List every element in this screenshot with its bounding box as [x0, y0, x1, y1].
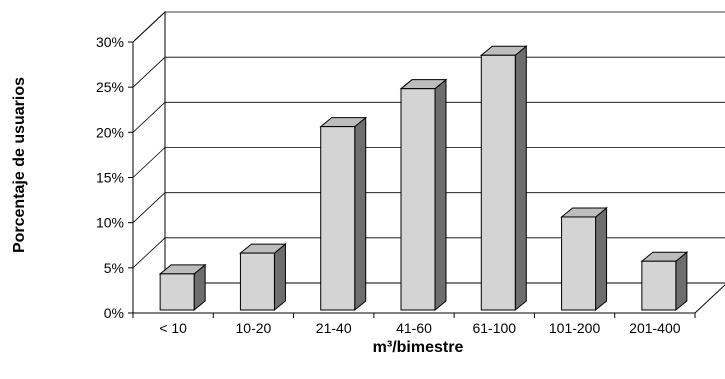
x-tick-label: 10-20 [236, 320, 272, 336]
bar [319, 116, 368, 312]
gridline [132, 192, 725, 223]
bar-side [514, 45, 527, 312]
bar-side [354, 116, 367, 312]
bar [479, 45, 528, 312]
bar [399, 78, 448, 312]
bar-front [239, 252, 275, 311]
gridlines [128, 11, 725, 314]
x-tick-label: 21-40 [316, 320, 352, 336]
y-tick-labels: 0% 5% 10% 15% 20% 25% 30% [96, 34, 124, 321]
x-tick-label: 41-60 [396, 320, 432, 336]
bar [640, 251, 689, 312]
x-axis-title: m³/bimestre [373, 339, 464, 356]
bar-side [434, 78, 447, 312]
bar-front [320, 126, 356, 311]
bar-side [675, 251, 688, 312]
bar-front [480, 54, 516, 311]
y-tick-label: 30% [96, 34, 124, 50]
bar-side [273, 243, 286, 312]
y-axis-title: Porcentaje de usuarios [11, 77, 28, 253]
x-tick-labels: < 10 10-20 21-40 41-60 61-100 101-200 201-400 [132, 313, 696, 336]
x-tick-label: 61-100 [472, 320, 516, 336]
y-tick-label: 20% [96, 124, 124, 140]
bar [158, 263, 207, 312]
x-tick-label: < 10 [159, 320, 187, 336]
bar-side [595, 206, 608, 312]
gridline [132, 56, 725, 88]
gridline [132, 147, 725, 178]
x-tick-label: 101-200 [549, 320, 601, 336]
y-tick-label: 5% [104, 260, 124, 276]
y-tick-label: 10% [96, 215, 124, 231]
bar-front [159, 273, 195, 311]
y-tick-label: 15% [96, 170, 124, 186]
gridline [132, 237, 725, 269]
y-tick-label: 25% [96, 79, 124, 95]
gridline [132, 11, 725, 43]
bar-front [400, 88, 436, 311]
bar [560, 206, 608, 312]
bars [158, 45, 689, 312]
x-tick-label: 201-400 [629, 320, 681, 336]
bar-front [561, 216, 597, 311]
bar-front [641, 260, 677, 311]
gridline [132, 101, 725, 133]
bar [239, 243, 287, 312]
y-tick-label: 0% [104, 305, 124, 321]
